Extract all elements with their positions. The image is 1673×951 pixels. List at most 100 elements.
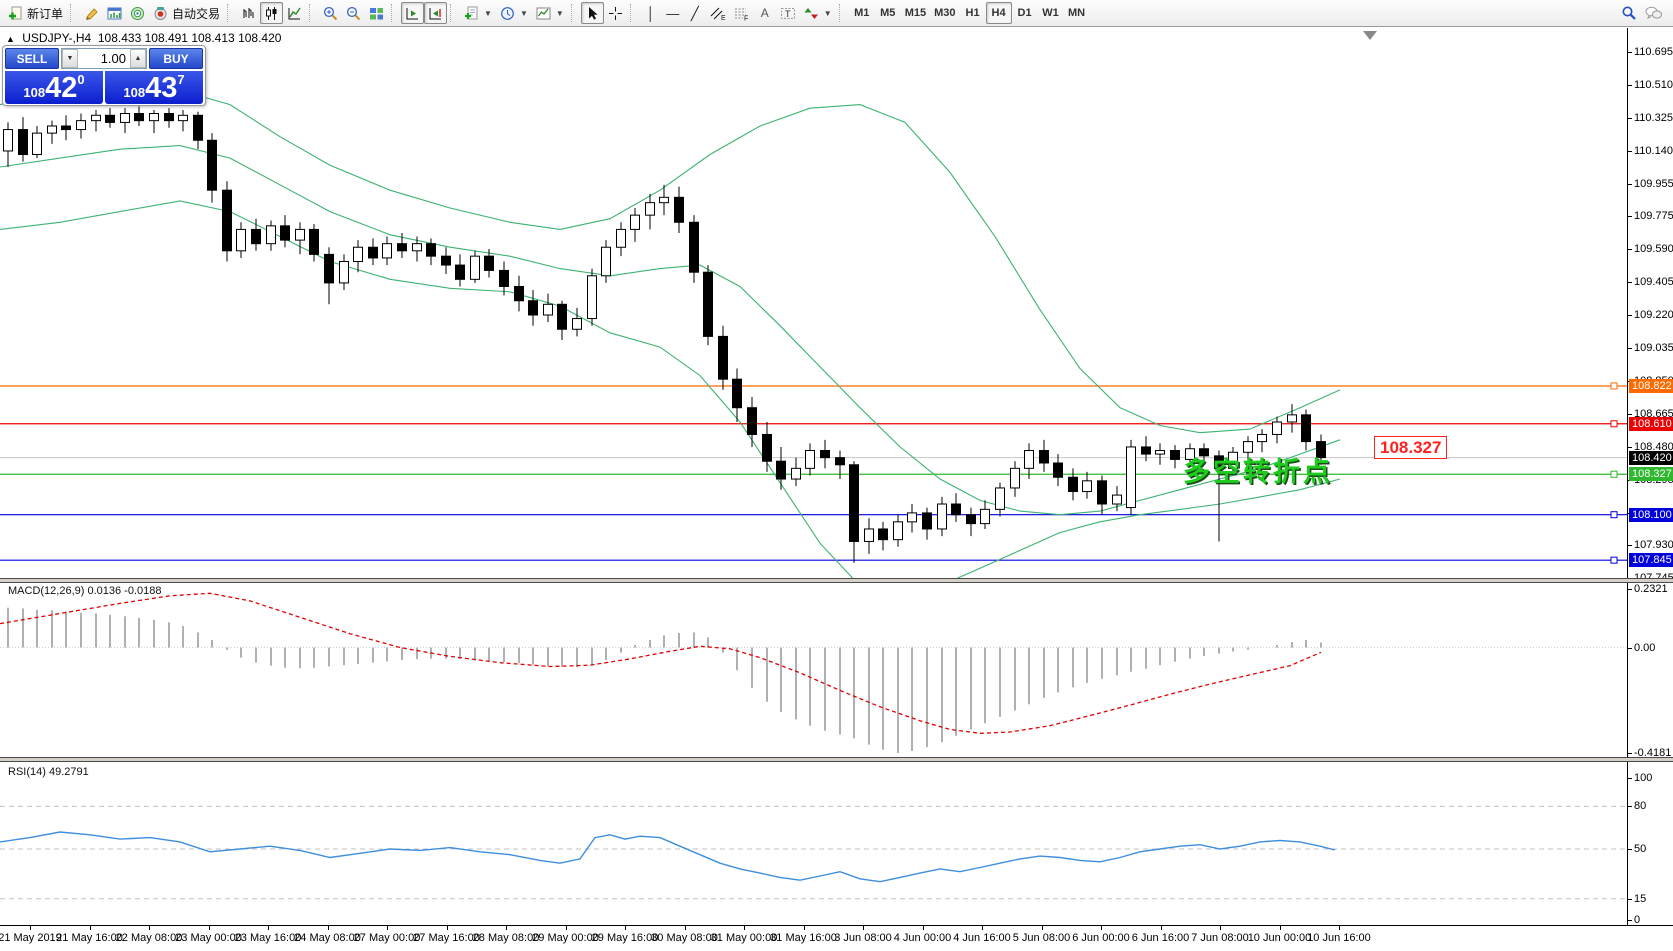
auto-scroll-button[interactable] xyxy=(401,2,425,24)
chat-button[interactable] xyxy=(1641,2,1667,24)
chart-title: ▲ USDJPY-,H4 108.433 108.491 108.413 108… xyxy=(6,31,281,45)
time-axis-tick xyxy=(327,926,329,930)
toolbar-grip xyxy=(450,4,456,22)
equidistant-channel-button[interactable]: E xyxy=(706,2,730,24)
tf-m5-button[interactable]: M5 xyxy=(875,2,901,24)
time-axis-tick xyxy=(744,926,745,930)
price-callout[interactable]: 108.327 xyxy=(1374,436,1448,459)
auto-scroll-icon xyxy=(406,7,419,19)
toolbar-grip xyxy=(629,4,636,22)
zoom-out-button[interactable] xyxy=(342,2,365,24)
volume-input[interactable]: 1.00 xyxy=(100,51,126,66)
chart-window-button[interactable] xyxy=(103,2,126,24)
period-dropdown[interactable]: ▼ xyxy=(496,2,532,24)
cursor-button[interactable] xyxy=(580,2,604,24)
buy-price-sup: 7 xyxy=(177,72,185,87)
search-button[interactable] xyxy=(1617,2,1641,24)
price-axis-tick: 108.480 xyxy=(1628,441,1673,453)
svg-text:E: E xyxy=(721,15,726,21)
rsi-axis-tick: 100 xyxy=(1628,772,1652,784)
text-label-button[interactable]: T xyxy=(776,2,800,24)
tf-w1-button[interactable]: W1 xyxy=(1038,2,1064,24)
arrows-dropdown[interactable]: ▼ xyxy=(800,2,836,24)
time-axis-label: 5 Jun 08:00 xyxy=(1012,932,1071,944)
template-dropdown[interactable]: ▼ xyxy=(532,2,568,24)
signals-button[interactable] xyxy=(126,2,149,24)
tile-windows-button[interactable] xyxy=(365,2,388,24)
rsi-pane-canvas[interactable] xyxy=(0,762,1627,925)
macd-axis-tick: 0.2321 xyxy=(1628,583,1668,595)
fibonacci-button[interactable]: F xyxy=(730,2,754,24)
ohlc-close: 108.420 xyxy=(238,31,282,45)
tf-m30-button[interactable]: M30 xyxy=(930,2,959,24)
price-axis-tick: 109.035 xyxy=(1628,342,1673,354)
macd-pane-separator[interactable] xyxy=(0,578,1673,583)
rsi-axis-tick: 50 xyxy=(1628,843,1646,855)
tf-mn-button[interactable]: MN xyxy=(1064,2,1090,24)
tf-h1-button[interactable]: H1 xyxy=(960,2,986,24)
new-order-button[interactable]: 新订单 xyxy=(4,2,67,24)
chart-window-icon xyxy=(107,7,122,19)
time-axis-tick xyxy=(387,926,388,930)
time-axis-tick xyxy=(1160,926,1162,930)
time-axis[interactable]: 21 May 2019 21 May 16:00 22 May 08:00 23 Ma… xyxy=(0,925,1673,951)
one-click-trading-panel: SELL ▼ 1.00 ▲ BUY 108 42 0 108 43 7 xyxy=(2,45,206,106)
volume-increase-button[interactable]: ▲ xyxy=(130,49,146,68)
bar-chart-icon xyxy=(243,7,254,18)
macd-indicator-label: MACD(12,26,9) 0.0136 -0.0188 xyxy=(8,585,162,597)
macd-axis-tick: -0.4181 xyxy=(1628,747,1671,759)
ohlc-open: 108.433 xyxy=(97,31,142,45)
time-axis-tick xyxy=(1279,926,1281,930)
macd-name: MACD(12,26,9) xyxy=(8,585,85,597)
chart-shift-marker[interactable] xyxy=(1363,31,1377,40)
time-axis-label: 7 Jun 08:00 xyxy=(1191,932,1249,944)
time-axis-label: 23 May 16:00 xyxy=(234,932,302,944)
text-button[interactable]: A xyxy=(754,2,776,24)
rsi-value: 49.2791 xyxy=(48,766,89,778)
vertical-line-button[interactable]: │ xyxy=(640,2,662,24)
trendline-button[interactable]: ╱ xyxy=(684,2,706,24)
main-chart-canvas[interactable] xyxy=(0,28,1627,578)
line-chart-icon xyxy=(288,7,301,19)
sell-price-display[interactable]: 108 42 0 xyxy=(5,71,103,104)
rsi-axis-tick: 15 xyxy=(1628,893,1646,905)
tf-m15-button[interactable]: M15 xyxy=(901,2,930,24)
crayon-button[interactable] xyxy=(80,2,103,24)
chart-shift-icon xyxy=(429,7,442,19)
time-axis-tick xyxy=(1220,926,1221,930)
candlestick-chart-button[interactable] xyxy=(260,2,284,24)
sell-button[interactable]: SELL xyxy=(5,48,59,69)
price-level-tag: 108.100 xyxy=(1629,507,1673,522)
chart-shift-button[interactable] xyxy=(424,2,448,24)
macd-pane-canvas[interactable] xyxy=(0,583,1627,757)
vertical-line-icon: │ xyxy=(646,5,655,21)
line-chart-button[interactable] xyxy=(283,2,306,24)
time-axis-tick xyxy=(30,926,31,930)
new-chart-dropdown[interactable]: ▼ xyxy=(460,2,496,24)
buy-price-display[interactable]: 108 43 7 xyxy=(105,71,203,104)
tf-d1-button[interactable]: D1 xyxy=(1012,2,1038,24)
rsi-pane-separator[interactable] xyxy=(0,757,1673,762)
tf-h4-button[interactable]: H4 xyxy=(985,2,1012,24)
auto-trading-icon xyxy=(154,6,167,20)
text-icon: A xyxy=(760,5,769,20)
crosshair-button[interactable] xyxy=(604,2,627,24)
time-axis-label: 27 May 16:00 xyxy=(413,932,480,944)
sell-price-sup: 0 xyxy=(77,72,85,87)
price-level-tag: 108.327 xyxy=(1629,467,1673,482)
turning-point-annotation[interactable]: 多空转折点 xyxy=(1183,457,1333,487)
volume-decrease-button[interactable]: ▼ xyxy=(62,49,78,68)
rsi-name: RSI(14) xyxy=(8,766,46,778)
toolbar-grip xyxy=(227,4,233,22)
collapse-arrow-icon[interactable]: ▲ xyxy=(6,34,15,44)
auto-trading-button[interactable]: 自动交易 xyxy=(149,2,224,24)
tile-windows-icon xyxy=(370,7,384,19)
horizontal-line-button[interactable]: — xyxy=(662,2,684,24)
zoom-in-button[interactable] xyxy=(319,2,342,24)
buy-button[interactable]: BUY xyxy=(149,48,203,69)
price-axis[interactable]: 110.695 110.510 110.325 110.140 109.955 109.7… xyxy=(1627,28,1673,926)
price-axis-tick: 107.930 xyxy=(1628,539,1673,551)
tf-m1-button[interactable]: M1 xyxy=(849,2,875,24)
bar-chart-button[interactable] xyxy=(237,2,260,24)
time-axis-label: 22 May 08:00 xyxy=(115,932,183,944)
